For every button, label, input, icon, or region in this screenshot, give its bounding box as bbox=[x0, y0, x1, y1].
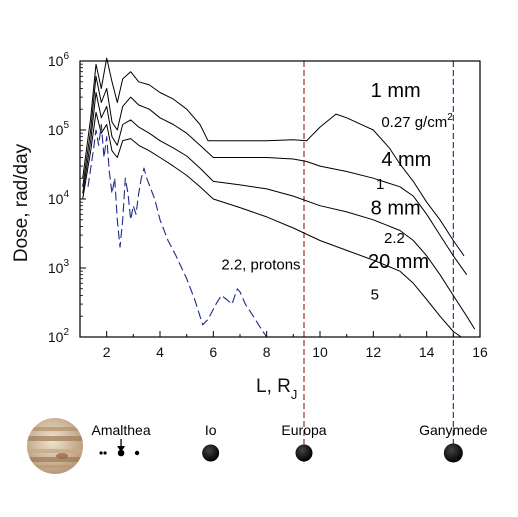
moon-row: Amalthea Io Europa Ganymede bbox=[91, 422, 488, 463]
x-tick-label: 6 bbox=[209, 344, 217, 360]
moon-europa bbox=[295, 444, 313, 462]
moon-io bbox=[202, 444, 220, 462]
y-axis-title: Dose, rad/day bbox=[11, 143, 32, 262]
y-tick-label: 104 bbox=[48, 189, 70, 207]
moon-ganymede bbox=[443, 443, 463, 463]
curve-label: 4 mm bbox=[381, 149, 431, 171]
moon-label-amalthea: Amalthea bbox=[91, 422, 150, 438]
curve-label: 8 mm bbox=[371, 197, 421, 219]
curve-label: 20 mm bbox=[368, 251, 429, 273]
curve-label: 5 bbox=[371, 286, 379, 303]
dose-series-1 bbox=[82, 57, 465, 257]
y-tick-label: 103 bbox=[48, 258, 70, 276]
curve-label: 2.2 bbox=[384, 230, 405, 247]
x-axis: 2 4 6 8 10 12 14 16 bbox=[79, 331, 488, 360]
x-tick-label: 2 bbox=[103, 344, 111, 360]
y-tick-label: 106 bbox=[48, 51, 70, 69]
jupiter-bands bbox=[27, 427, 83, 468]
curve-label: 2.2, protons bbox=[221, 257, 300, 274]
x-tick-label: 10 bbox=[312, 344, 328, 360]
inner-moon-dot bbox=[99, 451, 103, 455]
y-tick-label: 105 bbox=[48, 120, 70, 138]
curve-label: 1 bbox=[376, 176, 384, 193]
amalthea-arrowhead-icon bbox=[117, 446, 126, 452]
x-tick-label: 8 bbox=[263, 344, 271, 360]
moon-label-europa: Europa bbox=[281, 422, 326, 438]
dose-series-2 bbox=[82, 75, 468, 275]
proton-dose-series bbox=[87, 123, 268, 338]
moon-label-io: Io bbox=[205, 422, 217, 438]
curve-labels: 1 mm 0.27 g/cm2 4 mm 1 8 mm 2.2 20 mm 5 2.2, pro… bbox=[221, 80, 453, 303]
curve-label: 0.27 g/cm2 bbox=[381, 112, 453, 131]
inner-moon-dot bbox=[103, 451, 107, 455]
plot-area bbox=[82, 57, 476, 462]
inner-moon-dot bbox=[117, 449, 125, 457]
curve-label: 1 mm bbox=[371, 80, 421, 102]
moon-label-ganymede: Ganymede bbox=[419, 422, 488, 438]
inner-moon-dot bbox=[134, 450, 140, 456]
x-axis-title: L, RJ bbox=[256, 376, 297, 402]
y-tick-label: 102 bbox=[48, 327, 70, 345]
x-tick-label: 14 bbox=[419, 344, 435, 360]
x-tick-label: 16 bbox=[472, 344, 488, 360]
y-axis: 102 103 104 105 106 bbox=[48, 51, 86, 345]
dose-series-3 bbox=[82, 92, 476, 330]
jupiter-image bbox=[27, 418, 83, 474]
dose-series-4 bbox=[82, 111, 462, 338]
x-tick-label: 4 bbox=[156, 344, 164, 360]
x-tick-label: 12 bbox=[366, 344, 382, 360]
